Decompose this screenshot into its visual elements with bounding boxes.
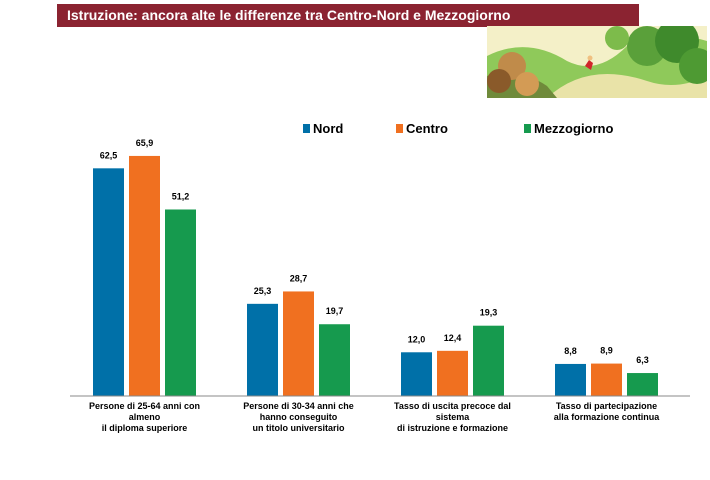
- landscape-hills-runner-illustration: [487, 26, 707, 98]
- data-label-mezzogiorno-2: 19,7: [326, 306, 344, 316]
- data-label-centro-2: 28,7: [290, 273, 308, 283]
- bar-centro-1: [129, 155, 160, 396]
- bar-nord-1: [93, 168, 124, 396]
- data-label-centro-4: 8,9: [600, 346, 613, 356]
- bar-mezzogiorno-1: [165, 209, 196, 396]
- bar-centro-3: [437, 350, 468, 396]
- legend-label-nord: Nord: [313, 121, 343, 136]
- data-label-mezzogiorno-3: 19,3: [480, 308, 498, 318]
- category-label-1: Persone di 25-64 anni con: [89, 401, 200, 411]
- data-label-nord-1: 62,5: [100, 150, 118, 160]
- bar-centro-2: [283, 291, 314, 396]
- category-label-2: Persone di 30-34 anni che: [243, 401, 354, 411]
- category-label-1: il diploma superiore: [102, 423, 188, 433]
- chart-legend: Nord Centro Mezzogiorno: [303, 121, 613, 136]
- bar-mezzogiorno-2: [319, 324, 350, 396]
- legend-swatch-centro: [396, 124, 403, 133]
- data-label-mezzogiorno-1: 51,2: [172, 191, 190, 201]
- bar-centro-4: [591, 363, 622, 396]
- bar-nord-2: [247, 303, 278, 396]
- category-label-2: hanno conseguito: [260, 412, 338, 422]
- legend-swatch-mezzogiorno: [524, 124, 531, 133]
- title-bar: Istruzione: ancora alte le differenze tr…: [57, 4, 639, 27]
- category-label-4: alla formazione continua: [554, 412, 661, 422]
- bar-mezzogiorno-3: [473, 325, 504, 396]
- chart-bars: 62,5 65,9 51,2 25,3 28,7 19,7 12,0 12,4 19,3 8,8 8…: [93, 138, 658, 396]
- bar-nord-4: [555, 363, 586, 396]
- data-label-nord-4: 8,8: [564, 346, 577, 356]
- bar-mezzogiorno-4: [627, 373, 658, 396]
- data-label-nord-3: 12,0: [408, 334, 426, 344]
- category-label-3: sistema: [436, 412, 471, 422]
- data-label-centro-3: 12,4: [444, 333, 462, 343]
- page-title: Istruzione: ancora alte le differenze tr…: [67, 7, 511, 23]
- category-label-3: Tasso di uscita precoce dal: [394, 401, 511, 411]
- category-label-3: di istruzione e formazione: [397, 423, 508, 433]
- category-label-2: un titolo universitario: [252, 423, 345, 433]
- category-label-1: almeno: [129, 412, 161, 422]
- data-label-nord-2: 25,3: [254, 286, 272, 296]
- legend-label-centro: Centro: [406, 121, 448, 136]
- bar-nord-3: [401, 352, 432, 396]
- legend-swatch-nord: [303, 124, 310, 133]
- legend-label-mezzogiorno: Mezzogiorno: [534, 121, 613, 136]
- data-label-centro-1: 65,9: [136, 138, 154, 148]
- data-label-mezzogiorno-4: 6,3: [636, 355, 649, 365]
- category-label-4: Tasso di partecipazione: [556, 401, 657, 411]
